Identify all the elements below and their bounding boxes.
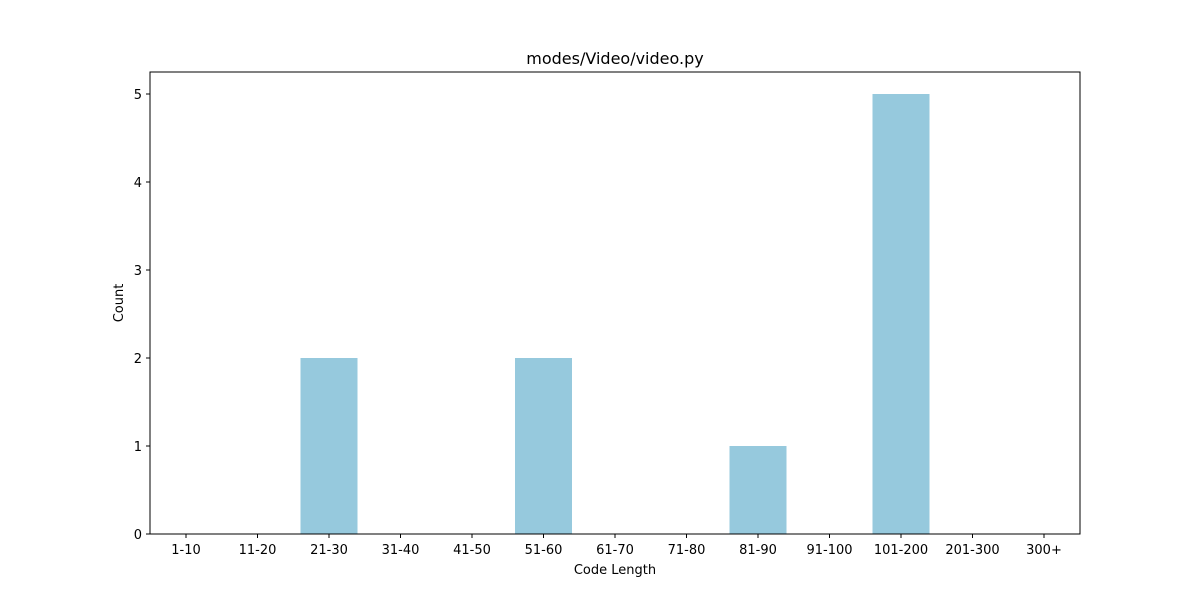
x-tick-label: 41-50 (453, 543, 491, 558)
bar-21-30 (300, 358, 358, 534)
y-tick-label: 1 (134, 440, 142, 455)
bar-81-90 (729, 446, 787, 534)
x-tick-label: 11-20 (239, 543, 277, 558)
x-tick-label: 71-80 (668, 543, 706, 558)
bar-51-60 (515, 358, 572, 534)
y-tick-label: 3 (134, 264, 142, 279)
x-axis: 1-10 11-20 21-30 31-40 41-50 51-60 61-70 71-80 8… (171, 534, 1062, 558)
x-tick-label: 61-70 (596, 543, 634, 558)
bars-group (300, 94, 930, 534)
x-tick-label: 1-10 (171, 543, 201, 558)
y-axis-label: Count (112, 284, 127, 323)
plot-frame (149, 71, 1081, 535)
x-tick-label: 91-100 (806, 543, 852, 558)
x-tick-label: 201-300 (945, 543, 999, 558)
chart-title: modes/Video/video.py (526, 49, 703, 68)
x-tick-label: 31-40 (382, 543, 420, 558)
y-tick-label: 4 (134, 176, 142, 191)
x-tick-label: 51-60 (525, 543, 563, 558)
bar-101-200 (872, 94, 930, 534)
x-tick-label: 21-30 (310, 543, 348, 558)
y-axis: 0 1 2 3 4 5 (134, 88, 150, 543)
x-tick-label: 300+ (1026, 543, 1062, 558)
y-tick-label: 0 (134, 528, 142, 543)
x-tick-label: 81-90 (739, 543, 777, 558)
x-axis-label: Code Length (574, 563, 656, 578)
y-tick-label: 2 (134, 352, 142, 367)
y-tick-label: 5 (134, 88, 142, 103)
x-tick-label: 101-200 (874, 543, 928, 558)
